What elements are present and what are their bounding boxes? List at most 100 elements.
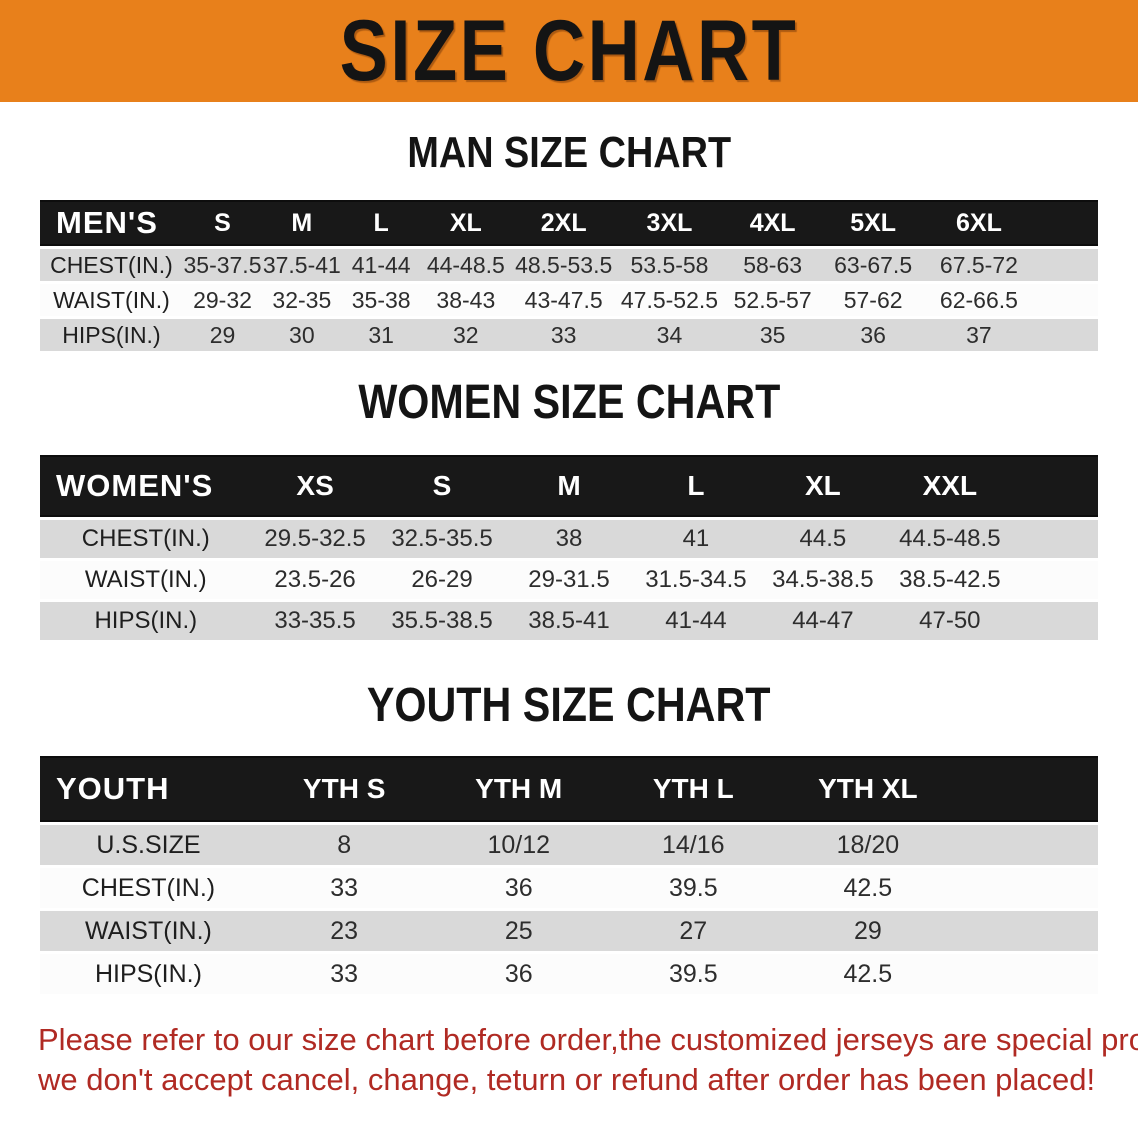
men-size-col-xl: XL — [420, 200, 511, 246]
cell: 37 — [923, 316, 1035, 351]
spacer-cell — [1034, 316, 1098, 351]
cell: 18/20 — [780, 822, 956, 865]
cell: 29 — [780, 908, 956, 951]
cell: 26-29 — [378, 558, 506, 599]
men-section-title-text: MAN SIZE CHART — [407, 128, 731, 177]
cell: 42.5 — [780, 951, 956, 994]
cell: 33 — [256, 951, 432, 994]
women-size-col-xs: XS — [251, 455, 379, 517]
cell: 44.5-48.5 — [886, 517, 1014, 558]
cell: 34.5-38.5 — [759, 558, 887, 599]
spacer-cell — [955, 951, 1098, 994]
cell: 35 — [722, 316, 823, 351]
disclaimer: Please refer to our size chart before or… — [38, 1020, 1138, 1100]
women-size-col-xl: XL — [759, 455, 887, 517]
youth-chest-row: CHEST(IN.) 33 36 39.5 42.5 — [40, 865, 1098, 908]
cell: 44-47 — [759, 599, 887, 640]
youth-size-col-l: YTH L — [606, 756, 781, 822]
cell: 39.5 — [606, 865, 781, 908]
cell: 48.5-53.5 — [510, 246, 617, 281]
row-label: CHEST(IN.) — [40, 246, 183, 281]
cell: 32 — [420, 316, 511, 351]
men-size-col-6xl: 6XL — [923, 200, 1035, 246]
spacer-cell — [955, 865, 1098, 908]
cell: 67.5-72 — [923, 246, 1035, 281]
cell: 44-48.5 — [420, 246, 511, 281]
youth-header-row: YOUTH YTH S YTH M YTH L YTH XL — [40, 756, 1098, 822]
spacer-cell — [1034, 246, 1098, 281]
youth-size-col-xl: YTH XL — [780, 756, 956, 822]
women-size-col-xxl: XXL — [886, 455, 1014, 517]
disclaimer-line1: Please refer to our size chart before or… — [38, 1022, 1138, 1057]
cell: 35-38 — [341, 281, 421, 316]
youth-section-title: YOUTH SIZE CHART — [0, 680, 1138, 732]
cell: 31.5-34.5 — [632, 558, 760, 599]
spacer-cell — [955, 822, 1098, 865]
row-label: WAIST(IN.) — [40, 558, 252, 599]
women-section-title: WOMEN SIZE CHART — [0, 377, 1138, 429]
row-label: HIPS(IN.) — [40, 316, 183, 351]
spacer-cell — [1013, 455, 1098, 517]
youth-size-col-s: YTH S — [256, 756, 432, 822]
cell: 33 — [256, 865, 432, 908]
cell: 37.5-41 — [262, 246, 342, 281]
spacer-cell — [955, 908, 1098, 951]
cell: 36 — [431, 951, 606, 994]
row-label: CHEST(IN.) — [40, 517, 252, 558]
men-size-col-4xl: 4XL — [722, 200, 823, 246]
men-header-row: MEN'S S M L XL 2XL 3XL 4XL 5XL 6XL — [40, 200, 1098, 246]
page-title: SIZE CHART — [339, 2, 799, 99]
cell: 63-67.5 — [822, 246, 924, 281]
cell: 29 — [182, 316, 263, 351]
cell: 36 — [431, 865, 606, 908]
cell: 57-62 — [822, 281, 924, 316]
cell: 58-63 — [722, 246, 823, 281]
cell: 43-47.5 — [510, 281, 617, 316]
cell: 41 — [632, 517, 760, 558]
men-size-col-5xl: 5XL — [822, 200, 924, 246]
women-section-title-text: WOMEN SIZE CHART — [358, 376, 780, 429]
cell: 39.5 — [606, 951, 781, 994]
cell: 38-43 — [420, 281, 511, 316]
women-chest-row: CHEST(IN.) 29.5-32.5 32.5-35.5 38 41 44.… — [40, 517, 1098, 558]
men-chest-row: CHEST(IN.) 35-37.5 37.5-41 41-44 44-48.5… — [40, 246, 1098, 281]
cell: 62-66.5 — [923, 281, 1035, 316]
spacer-cell — [1013, 517, 1098, 558]
row-label: CHEST(IN.) — [40, 865, 257, 908]
cell: 41-44 — [341, 246, 421, 281]
men-size-col-m: M — [262, 200, 342, 246]
spacer-cell — [955, 756, 1098, 822]
cell: 29.5-32.5 — [251, 517, 379, 558]
youth-size-col-m: YTH M — [431, 756, 606, 822]
cell: 32.5-35.5 — [378, 517, 506, 558]
row-label: WAIST(IN.) — [40, 281, 183, 316]
men-size-col-3xl: 3XL — [616, 200, 723, 246]
cell: 33 — [510, 316, 617, 351]
cell: 36 — [822, 316, 924, 351]
women-size-col-s: S — [378, 455, 506, 517]
spacer-cell — [1013, 599, 1098, 640]
youth-size-table: YOUTH YTH S YTH M YTH L YTH XL U.S.SIZE … — [40, 756, 1098, 994]
men-waist-row: WAIST(IN.) 29-32 32-35 35-38 38-43 43-47… — [40, 281, 1098, 316]
row-label: HIPS(IN.) — [40, 599, 252, 640]
cell: 38.5-42.5 — [886, 558, 1014, 599]
cell: 47-50 — [886, 599, 1014, 640]
size-chart-page: SIZE CHART MAN SIZE CHART MEN'S S M L XL… — [0, 0, 1138, 1100]
spacer-cell — [1034, 200, 1098, 246]
cell: 33-35.5 — [251, 599, 379, 640]
women-waist-row: WAIST(IN.) 23.5-26 26-29 29-31.5 31.5-34… — [40, 558, 1098, 599]
women-size-col-l: L — [632, 455, 760, 517]
spacer-cell — [1034, 281, 1098, 316]
women-corner-label: WOMEN'S — [40, 455, 252, 517]
women-hips-row: HIPS(IN.) 33-35.5 35.5-38.5 38.5-41 41-4… — [40, 599, 1098, 640]
disclaimer-line2: we don't accept cancel, change, teturn o… — [38, 1062, 1096, 1097]
row-label: U.S.SIZE — [40, 822, 257, 865]
spacer-cell — [1013, 558, 1098, 599]
men-section-title: MAN SIZE CHART — [0, 128, 1138, 178]
cell: 34 — [616, 316, 723, 351]
cell: 52.5-57 — [722, 281, 823, 316]
men-hips-row: HIPS(IN.) 29 30 31 32 33 34 35 36 37 — [40, 316, 1098, 351]
cell: 35-37.5 — [182, 246, 263, 281]
cell: 47.5-52.5 — [616, 281, 723, 316]
women-size-table: WOMEN'S XS S M L XL XXL CHEST(IN.) 29.5-… — [40, 455, 1098, 640]
